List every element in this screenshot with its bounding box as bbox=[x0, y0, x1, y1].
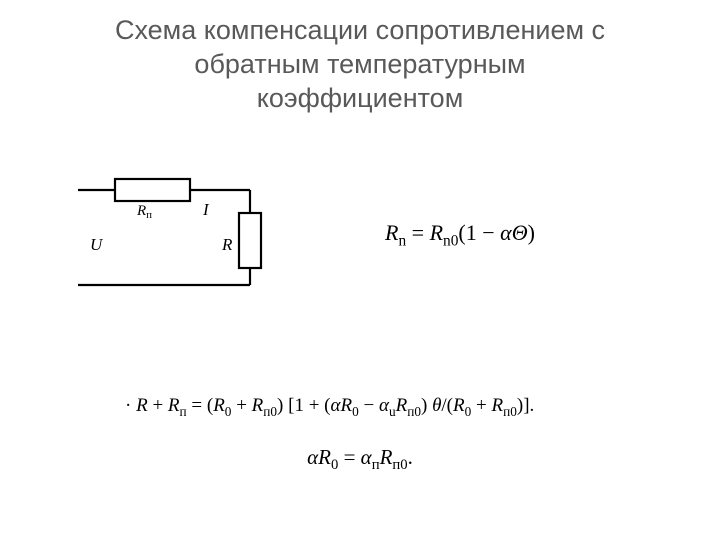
formula-rn: Rn = Rn0(1 − αΘ) bbox=[385, 220, 535, 250]
label-U: U bbox=[90, 235, 104, 254]
title-line-3: коэффициентом bbox=[257, 83, 464, 113]
circuit-svg: U I R Rп bbox=[70, 165, 270, 310]
label-R: R bbox=[221, 235, 233, 254]
title-line-1: Схема компенсации сопротивлением с bbox=[115, 15, 605, 45]
title-line-2: обратным температурным bbox=[194, 49, 525, 79]
label-I: I bbox=[202, 200, 210, 219]
label-Rp: Rп bbox=[136, 203, 152, 221]
slide-title: Схема компенсации сопротивлением с обрат… bbox=[0, 14, 720, 115]
resistor-r bbox=[239, 213, 261, 268]
formula-sum: · R + Rп = (R0 + Rп0) [1 + (αR0 − αuRп0)… bbox=[125, 395, 665, 420]
circuit-diagram: U I R Rп bbox=[70, 165, 270, 310]
resistor-rp bbox=[115, 179, 190, 201]
formula-condition: αR0 = αпRп0. bbox=[0, 445, 720, 474]
